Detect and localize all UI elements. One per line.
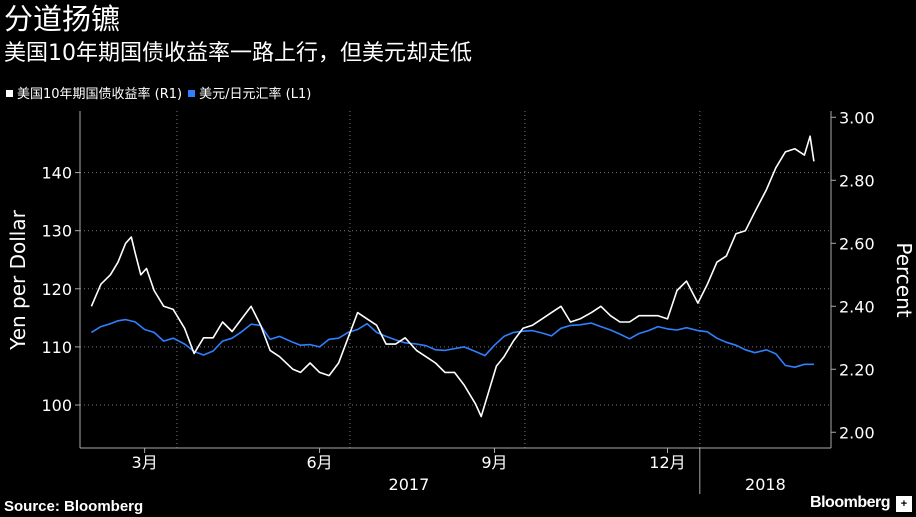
right-tick-label: 2.20 bbox=[839, 360, 875, 379]
chart-subtitle: 美国10年期国债收益率一路上行，但美元却走低 bbox=[4, 41, 472, 66]
bloomberg-logo: Bloomberg bbox=[810, 494, 890, 511]
right-tick-label: 2.00 bbox=[839, 423, 875, 442]
x-tick-label: 3月 bbox=[132, 453, 158, 472]
year-label-2017: 2017 bbox=[389, 475, 430, 494]
right-tick-label: 3.00 bbox=[839, 108, 875, 127]
right-axis-label: Percent bbox=[892, 242, 916, 317]
left-tick-label: 120 bbox=[41, 280, 72, 299]
right-tick-label: 2.80 bbox=[839, 171, 875, 190]
grid-lines bbox=[80, 111, 831, 448]
left-tick-label: 130 bbox=[41, 222, 72, 241]
series-layer bbox=[90, 135, 815, 418]
right-tick-label: 2.60 bbox=[839, 234, 875, 253]
legend: 美国10年期国债收益率 (R1) 美元/日元汇率 (L1) bbox=[6, 86, 311, 104]
legend-label-yield: 美国10年期国债收益率 (R1) bbox=[17, 87, 183, 102]
legend-item-yield: 美国10年期国债收益率 (R1) bbox=[6, 86, 182, 104]
source-label: Source: Bloomberg bbox=[4, 498, 144, 515]
left-tick-label: 140 bbox=[41, 164, 72, 183]
right-axis: 2.00 2.20 2.40 2.60 2.80 3.00 bbox=[831, 108, 875, 442]
series-line-treasury-yield bbox=[90, 135, 815, 418]
bloomberg-badge-icon: + bbox=[896, 496, 912, 512]
year-label-2018: 2018 bbox=[745, 475, 786, 494]
x-tick-label: 9月 bbox=[481, 453, 507, 472]
left-axis-label: Yen per Dollar bbox=[6, 209, 30, 350]
legend-swatch-white bbox=[6, 90, 13, 97]
x-tick-label: 6月 bbox=[306, 453, 332, 472]
x-tick-label: 12月 bbox=[649, 453, 685, 472]
series-line-usd-jpy bbox=[90, 318, 814, 369]
legend-label-usdjpy: 美元/日元汇率 (L1) bbox=[199, 87, 312, 102]
legend-item-usdjpy: 美元/日元汇率 (L1) bbox=[188, 86, 311, 104]
x-axis: 3月 6月 9月 12月 2017 2018 bbox=[132, 448, 786, 494]
plot-frame bbox=[79, 111, 832, 449]
chart-title: 分道扬镳 bbox=[4, 2, 121, 36]
left-tick-label: 110 bbox=[41, 338, 72, 357]
left-tick-label: 100 bbox=[41, 396, 72, 415]
left-axis: 100 110 120 130 140 bbox=[41, 164, 80, 415]
legend-swatch-blue bbox=[188, 90, 196, 97]
right-tick-label: 2.40 bbox=[839, 297, 875, 316]
